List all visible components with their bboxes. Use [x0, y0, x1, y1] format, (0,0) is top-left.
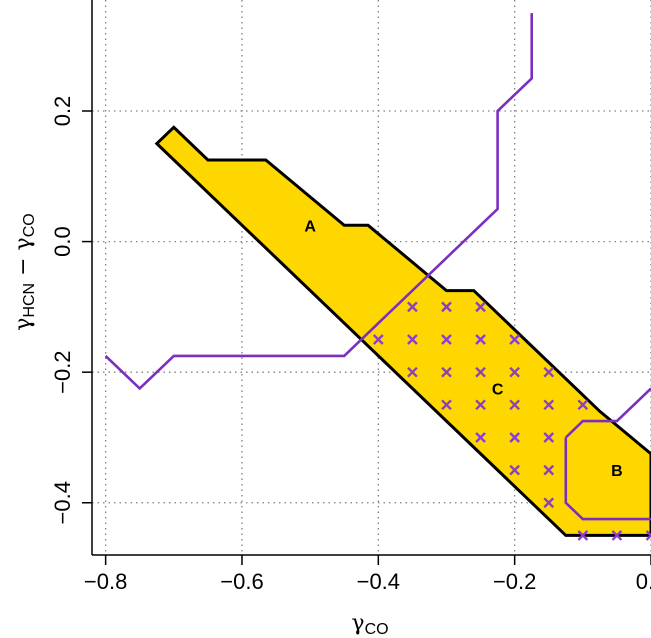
data-point: [543, 464, 555, 476]
feasible-region: [154, 125, 651, 537]
data-point: [407, 301, 418, 313]
x-tick-label: −0.6: [220, 569, 263, 594]
region-label-c: C: [492, 382, 504, 399]
y-axis-title: γHCN − γCO: [11, 213, 38, 330]
data-point: [475, 399, 486, 411]
data-point: [509, 432, 521, 443]
data-point: [475, 432, 486, 443]
axes: −0.8 −0.6 −0.4 −0.2 0.0 −0.4 −0.2 0.0 0.2: [50, 0, 651, 594]
data-point: [407, 366, 418, 378]
y-tick-label: 0.0: [50, 226, 75, 257]
boundary-line-2: [564, 437, 651, 521]
data-point: [543, 432, 555, 443]
data-point: [543, 497, 555, 509]
boundary-lines: [104, 13, 651, 521]
data-point: [645, 530, 651, 541]
region-label-a: A: [304, 218, 316, 235]
data-point: [543, 366, 555, 378]
data-points: [372, 301, 651, 541]
data-point: [441, 366, 452, 378]
x-tick-label: −0.8: [84, 569, 127, 594]
data-point: [577, 530, 589, 541]
data-point: [509, 464, 521, 476]
region-polygon: [154, 125, 651, 537]
x-axis-title: γCO: [351, 611, 388, 638]
data-point: [441, 399, 452, 411]
data-point: [475, 334, 486, 345]
data-point: [509, 399, 521, 411]
boundary-line-3: [564, 387, 651, 439]
x-tick-label: 0.0: [636, 569, 651, 594]
data-point: [543, 399, 555, 411]
data-point: [407, 334, 418, 345]
data-point: [509, 366, 521, 378]
data-point: [611, 530, 623, 541]
data-point: [372, 334, 384, 345]
data-point: [441, 334, 452, 345]
data-point: [475, 366, 486, 378]
y-tick-label: 0.2: [50, 96, 75, 127]
x-tick-label: −0.4: [357, 569, 400, 594]
data-point: [509, 334, 521, 345]
data-point: [475, 301, 486, 313]
region-label-b: B: [611, 463, 623, 480]
y-tick-label: −0.4: [50, 481, 75, 524]
data-point: [441, 301, 452, 313]
region-labels: A C B: [304, 218, 622, 480]
y-tick-label: −0.2: [50, 350, 75, 393]
boundary-line-1: [104, 13, 534, 391]
x-tick-label: −0.2: [493, 569, 536, 594]
data-point: [577, 399, 589, 411]
